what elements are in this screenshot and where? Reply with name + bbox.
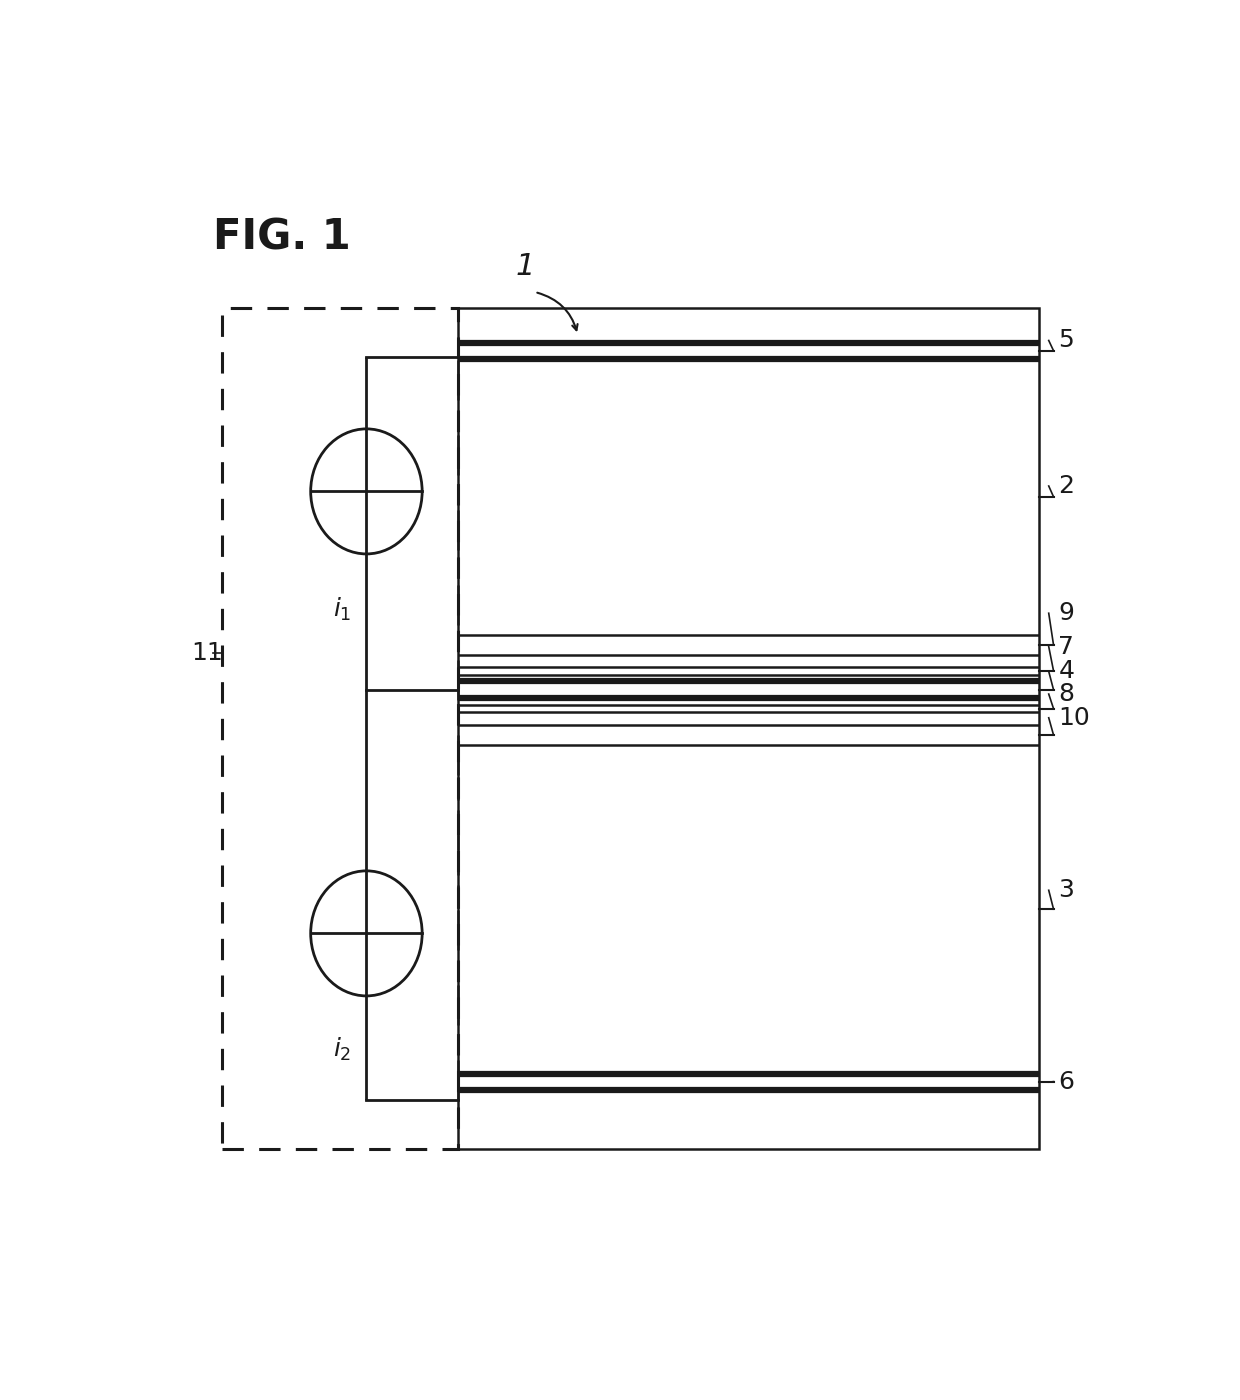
Text: 8: 8 — [1058, 682, 1074, 706]
Text: 1: 1 — [516, 252, 534, 281]
Text: $i_1$: $i_1$ — [332, 596, 351, 623]
Bar — [458, 308, 1039, 1149]
Text: 6: 6 — [1058, 1070, 1074, 1095]
Text: $i_2$: $i_2$ — [332, 1036, 351, 1063]
Text: 9: 9 — [1058, 601, 1074, 626]
Text: 10: 10 — [1058, 706, 1090, 729]
Text: 11: 11 — [191, 641, 223, 665]
Text: 7: 7 — [1058, 634, 1074, 658]
Bar — [222, 308, 458, 1149]
Text: 4: 4 — [1058, 659, 1074, 683]
Text: 3: 3 — [1058, 878, 1074, 902]
Text: 2: 2 — [1058, 475, 1074, 498]
Text: FIG. 1: FIG. 1 — [213, 217, 351, 259]
Text: 5: 5 — [1058, 329, 1074, 353]
